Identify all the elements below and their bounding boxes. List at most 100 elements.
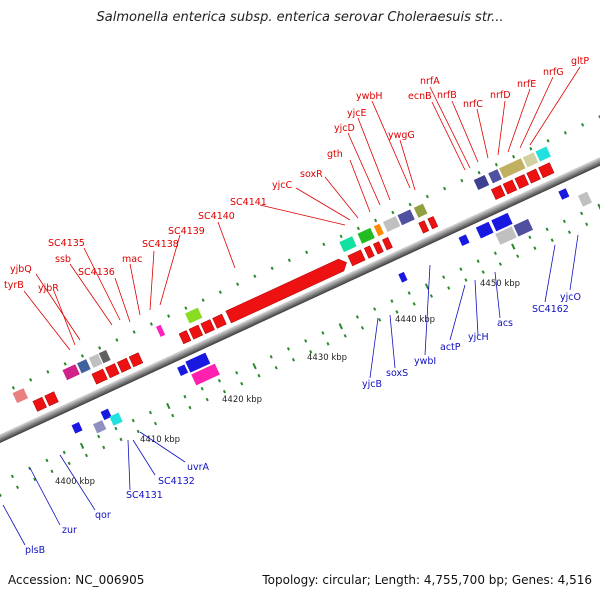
gene-label-yjcC[interactable]: yjcC (272, 180, 292, 191)
gene-label-yjbQ[interactable]: yjbQ (10, 264, 32, 275)
gene-box[interactable] (397, 209, 415, 226)
gene-feature-reverse[interactable] (71, 422, 83, 434)
gene-box[interactable] (522, 152, 539, 168)
gene-label-ywgG[interactable]: ywgG (388, 130, 415, 141)
tick-mark (200, 386, 204, 391)
gene-feature-reverse[interactable] (558, 188, 570, 200)
gene-label-nrfG[interactable]: nrfG (543, 67, 564, 78)
gene-label-SC4139[interactable]: SC4139 (168, 226, 205, 237)
gene-feature[interactable] (32, 396, 47, 412)
gene-box[interactable] (373, 223, 384, 237)
gene-label-SC4132[interactable]: SC4132 (158, 476, 195, 487)
gene-box[interactable] (513, 218, 534, 237)
gene-label-yjcE[interactable]: yjcE (347, 108, 367, 119)
gene-feature[interactable] (200, 319, 215, 335)
gene-label-yjcD[interactable]: yjcD (334, 123, 355, 134)
gene-box[interactable] (499, 158, 526, 179)
gene-feature[interactable] (502, 179, 518, 195)
gene-box[interactable] (191, 363, 220, 386)
gene-label-SC4162[interactable]: SC4162 (532, 304, 569, 315)
gene-label-SC4135[interactable]: SC4135 (48, 238, 85, 249)
gene-label-yjcH[interactable]: yjcH (468, 332, 489, 343)
gene-box[interactable] (62, 364, 80, 381)
gene-feature-reverse[interactable] (475, 221, 494, 239)
gene-label-ywbI[interactable]: ywbI (414, 356, 436, 367)
gene-box[interactable] (339, 236, 357, 253)
gene-label-qor[interactable]: qor (95, 510, 111, 521)
gene-label-nrfA[interactable]: nrfA (420, 76, 440, 87)
gene-label-soxS[interactable]: soxS (386, 368, 408, 379)
gene-feature-reverse[interactable] (458, 234, 470, 246)
gene-feature[interactable] (44, 391, 59, 407)
tick-mark (10, 474, 14, 479)
gene-feature[interactable] (347, 249, 366, 267)
gene-label-tyrB[interactable]: tyrB (4, 280, 24, 291)
gene-feature[interactable] (128, 352, 144, 368)
gene-box[interactable] (93, 420, 107, 434)
gene-label-ecnB[interactable]: ecnB (408, 91, 432, 102)
gene-box[interactable] (488, 169, 502, 184)
gene-label-nrfB[interactable]: nrfB (437, 90, 457, 101)
gene-box[interactable] (109, 412, 123, 426)
gene-box[interactable] (77, 359, 91, 374)
gene-feature[interactable] (538, 162, 555, 179)
gene-feature[interactable] (212, 313, 227, 329)
gene-label-soxR[interactable]: soxR (300, 169, 323, 180)
gene-box[interactable] (155, 324, 166, 337)
gene-feature[interactable] (382, 237, 393, 251)
gene-feature[interactable] (514, 174, 529, 189)
gene-label-plsB[interactable]: plsB (25, 545, 45, 556)
gene-feature[interactable] (490, 185, 506, 200)
gene-box[interactable] (577, 191, 593, 207)
gene-box[interactable] (357, 227, 375, 244)
gene-box[interactable] (535, 146, 551, 162)
gene-feature-large[interactable] (225, 257, 349, 324)
gene-feature[interactable] (188, 324, 204, 340)
gene-box[interactable] (382, 216, 401, 233)
gene-feature[interactable] (91, 368, 108, 385)
gene-label-mac[interactable]: mac (122, 254, 142, 265)
gene-box[interactable] (413, 203, 428, 218)
gene-feature[interactable] (427, 216, 439, 230)
gene-label-SC4136[interactable]: SC4136 (78, 267, 115, 278)
gene-box[interactable] (185, 307, 203, 324)
gene-label-gltP[interactable]: gltP (571, 56, 589, 67)
gene-feature-reverse[interactable] (177, 364, 189, 376)
gene-label-nrfE[interactable]: nrfE (517, 79, 536, 90)
gene-feature-reverse[interactable] (398, 271, 408, 283)
gene-label-gth[interactable]: gth (327, 149, 343, 160)
gene-label-ywbH[interactable]: ywbH (356, 91, 383, 102)
gene-label-SC4141[interactable]: SC4141 (230, 197, 267, 208)
gene-label-nrfD[interactable]: nrfD (490, 90, 511, 101)
gene-label-nrfC[interactable]: nrfC (463, 99, 483, 110)
gene-label-SC4131[interactable]: SC4131 (126, 490, 163, 501)
gene-box[interactable] (12, 388, 29, 404)
gene-label-uvrA[interactable]: uvrA (187, 462, 210, 473)
tick-mark (115, 338, 119, 342)
gene-label-SC4140[interactable]: SC4140 (198, 211, 235, 222)
tick-mark (442, 275, 446, 279)
tick-mark (408, 202, 412, 207)
gene-feature[interactable] (526, 168, 541, 184)
gene-box[interactable] (88, 353, 103, 368)
gene-box[interactable] (473, 175, 490, 191)
gene-label-acs[interactable]: acs (497, 318, 513, 329)
gene-label-ssb[interactable]: ssb (55, 254, 71, 265)
gene-feature-reverse[interactable] (491, 212, 513, 232)
gene-label-yjcB[interactable]: yjcB (362, 379, 382, 390)
gene-box[interactable] (98, 349, 111, 364)
gene-label-SC4138[interactable]: SC4138 (142, 239, 179, 250)
gene-label-yjbR[interactable]: yjbR (38, 283, 59, 294)
gene-label-zur[interactable]: zur (62, 525, 77, 536)
gene-label-actP[interactable]: actP (440, 342, 461, 353)
gene-box[interactable] (495, 226, 517, 245)
gene-label-yjcO[interactable]: yjcO (560, 292, 581, 303)
gene-feature[interactable] (178, 330, 192, 345)
gene-feature[interactable] (418, 220, 430, 234)
gene-feature[interactable] (116, 357, 132, 373)
gene-feature[interactable] (105, 363, 120, 379)
gene-feature[interactable] (363, 245, 375, 259)
gene-feature-reverse[interactable] (100, 408, 112, 421)
gene-feature[interactable] (372, 241, 384, 255)
gene-feature-reverse[interactable] (185, 352, 211, 373)
